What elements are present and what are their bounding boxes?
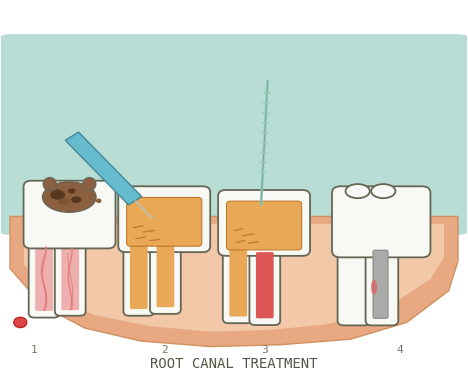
FancyBboxPatch shape <box>61 242 79 310</box>
FancyBboxPatch shape <box>130 241 148 309</box>
FancyBboxPatch shape <box>156 241 174 307</box>
Ellipse shape <box>58 198 70 205</box>
FancyBboxPatch shape <box>256 252 274 318</box>
Polygon shape <box>66 132 142 205</box>
Ellipse shape <box>345 184 370 198</box>
Ellipse shape <box>43 178 56 191</box>
Ellipse shape <box>71 188 75 192</box>
Text: ROOT CANAL TREATMENT: ROOT CANAL TREATMENT <box>150 358 318 371</box>
FancyBboxPatch shape <box>35 241 53 311</box>
Ellipse shape <box>96 199 102 203</box>
FancyBboxPatch shape <box>332 186 431 257</box>
Text: 3: 3 <box>261 345 268 355</box>
FancyBboxPatch shape <box>23 181 116 248</box>
Ellipse shape <box>56 189 60 193</box>
Ellipse shape <box>14 317 27 328</box>
FancyBboxPatch shape <box>124 232 154 316</box>
FancyBboxPatch shape <box>0 34 468 235</box>
Ellipse shape <box>71 196 81 203</box>
FancyBboxPatch shape <box>118 186 210 252</box>
FancyBboxPatch shape <box>229 245 247 316</box>
Ellipse shape <box>83 178 96 191</box>
Ellipse shape <box>43 182 96 212</box>
Ellipse shape <box>50 190 65 200</box>
FancyBboxPatch shape <box>218 190 310 256</box>
Text: 1: 1 <box>31 345 37 355</box>
FancyBboxPatch shape <box>223 234 254 323</box>
FancyBboxPatch shape <box>127 197 202 246</box>
FancyBboxPatch shape <box>227 201 302 250</box>
Polygon shape <box>24 224 444 332</box>
Ellipse shape <box>371 280 377 295</box>
FancyBboxPatch shape <box>373 250 388 318</box>
Polygon shape <box>10 217 458 347</box>
FancyBboxPatch shape <box>337 234 370 325</box>
Text: 4: 4 <box>396 345 403 355</box>
FancyBboxPatch shape <box>55 232 86 316</box>
FancyBboxPatch shape <box>366 236 398 325</box>
Text: 2: 2 <box>161 345 168 355</box>
FancyBboxPatch shape <box>150 232 181 314</box>
Ellipse shape <box>68 189 75 194</box>
FancyBboxPatch shape <box>249 234 280 325</box>
FancyBboxPatch shape <box>29 230 59 318</box>
Ellipse shape <box>371 184 395 198</box>
